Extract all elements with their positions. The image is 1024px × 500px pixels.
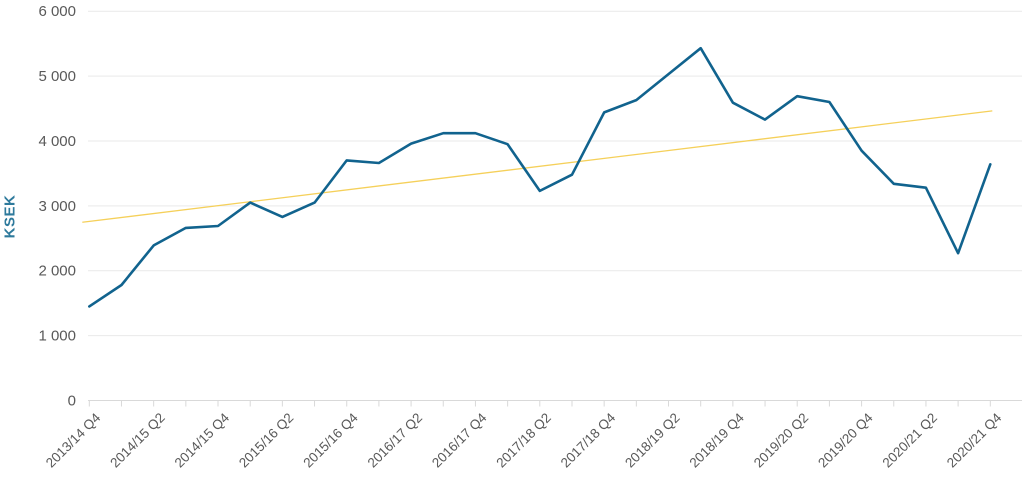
series-line [88,46,992,308]
x-tick-label: 2018/19 Q4 [686,410,747,471]
y-tick-label: 3 000 [38,198,76,215]
x-tick-label: 2014/15 Q2 [107,410,168,471]
trendline [82,110,993,223]
x-tick-label: 2016/17 Q2 [365,410,426,471]
x-tick-label: 2016/17 Q4 [429,410,490,471]
y-tick-label: 6 000 [38,3,76,20]
y-tick-label: 5 000 [38,68,76,85]
x-tick-label: 2017/18 Q4 [558,410,619,471]
x-tick-label: 2015/16 Q4 [300,410,361,471]
y-tick-label: 4 000 [38,133,76,150]
x-tick-label: 2019/20 Q4 [815,410,876,471]
x-tick-label: 2013/14 Q4 [43,410,104,471]
x-tick-label: 2017/18 Q2 [493,410,554,471]
x-tick-label: 2018/19 Q2 [622,410,683,471]
y-tick-label: 2 000 [38,263,76,280]
x-tick-label: 2020/21 Q4 [944,410,1005,471]
x-tick-label: 2014/15 Q4 [172,410,233,471]
x-tick-label: 2020/21 Q2 [880,410,941,471]
y-tick-label: 1 000 [38,328,76,345]
x-tick-label: 2015/16 Q2 [236,410,297,471]
x-tick-label: 2019/20 Q2 [751,410,812,471]
y-axis-title: KSEK [1,194,19,239]
y-tick-label: 0 [68,393,76,410]
